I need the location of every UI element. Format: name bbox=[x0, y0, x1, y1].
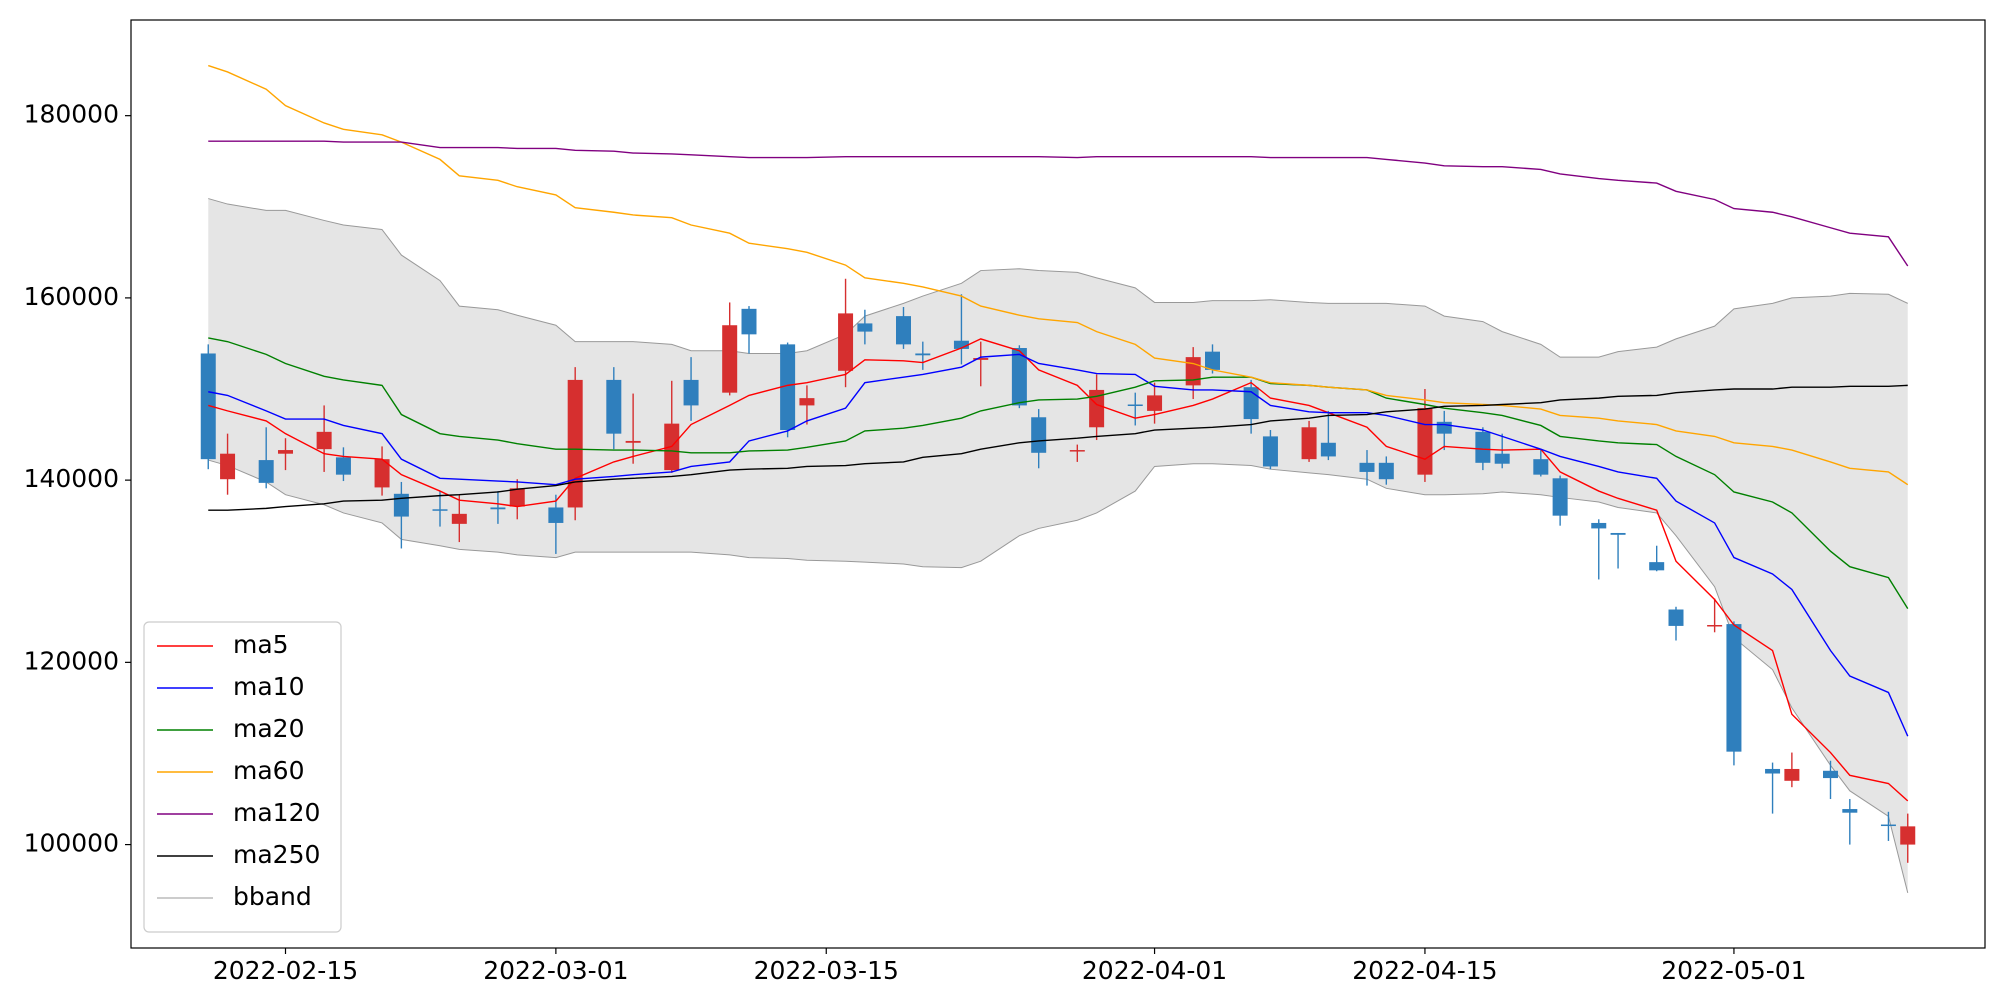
y-tick-label: 100000 bbox=[24, 829, 119, 858]
ma-line bbox=[208, 64, 1909, 486]
candle-body bbox=[1649, 562, 1665, 571]
ma-line bbox=[208, 337, 1909, 609]
candle-body bbox=[1147, 395, 1163, 411]
legend-label: ma120 bbox=[233, 798, 320, 827]
candle-body bbox=[335, 457, 351, 475]
x-tick-label: 2022-05-01 bbox=[1661, 956, 1806, 985]
candle-body bbox=[1205, 351, 1220, 370]
candle-body bbox=[200, 353, 216, 460]
candle-body bbox=[1378, 462, 1394, 480]
candle-body bbox=[1610, 532, 1626, 535]
candle-body bbox=[1301, 427, 1317, 460]
candle-body bbox=[1011, 348, 1027, 406]
candle-body bbox=[1726, 624, 1742, 752]
candle-body bbox=[741, 308, 757, 335]
candle-body bbox=[316, 431, 332, 450]
candle-body bbox=[896, 316, 911, 345]
candle-body bbox=[606, 379, 622, 434]
x-tick-label: 2022-02-15 bbox=[213, 956, 358, 985]
candle-body bbox=[1494, 453, 1510, 464]
candle-body bbox=[1591, 522, 1607, 529]
plot-layer bbox=[200, 64, 1916, 894]
candle-body bbox=[1668, 609, 1684, 626]
candle-body bbox=[915, 353, 931, 356]
axes-frame bbox=[130, 19, 1986, 949]
candle-body bbox=[451, 513, 467, 524]
legend-box bbox=[143, 621, 342, 933]
candle-body bbox=[490, 507, 506, 510]
candle-body bbox=[683, 379, 699, 406]
candle-body bbox=[1842, 809, 1858, 813]
candle-body bbox=[548, 507, 564, 523]
candle-body bbox=[973, 358, 989, 360]
candle-body bbox=[1127, 404, 1143, 407]
candle-body bbox=[1533, 459, 1549, 475]
legend-label: ma5 bbox=[233, 630, 289, 659]
candle-body bbox=[722, 325, 738, 393]
candle-body bbox=[1552, 478, 1568, 516]
y-tick-label: 140000 bbox=[24, 464, 119, 493]
candle-body bbox=[1765, 768, 1781, 774]
x-tick-label: 2022-03-15 bbox=[754, 956, 899, 985]
x-tick-label: 2022-04-15 bbox=[1352, 956, 1497, 985]
legend-label: bband bbox=[233, 882, 312, 911]
candle-body bbox=[1089, 389, 1105, 428]
candle-body bbox=[1900, 826, 1916, 845]
candle-body bbox=[625, 440, 641, 443]
y-tick-label: 120000 bbox=[24, 646, 119, 675]
candle-body bbox=[258, 460, 274, 483]
legend-label: ma10 bbox=[233, 672, 304, 701]
candle-body bbox=[1031, 417, 1047, 453]
candle-body bbox=[220, 453, 236, 480]
candle-body bbox=[838, 313, 854, 371]
ma-line bbox=[208, 384, 1908, 511]
legend-label: ma60 bbox=[233, 756, 304, 785]
candle-body bbox=[509, 488, 525, 507]
candle-body bbox=[1185, 357, 1201, 386]
candle-body bbox=[432, 509, 448, 511]
candle-body bbox=[1784, 768, 1800, 781]
candle-body bbox=[857, 323, 873, 332]
band-area bbox=[208, 198, 1908, 893]
candle-body bbox=[374, 459, 390, 488]
band-upper bbox=[208, 198, 1908, 358]
ma-line bbox=[208, 140, 1909, 267]
legend-label: ma20 bbox=[233, 714, 304, 743]
candle-body bbox=[1707, 624, 1723, 627]
candle-body bbox=[1436, 421, 1452, 434]
candle-body bbox=[278, 450, 293, 454]
ma-line bbox=[208, 338, 1909, 802]
candle-body bbox=[567, 379, 583, 508]
candle-body bbox=[1475, 431, 1491, 463]
candle-body bbox=[1417, 408, 1433, 475]
x-tick-label: 2022-04-01 bbox=[1082, 956, 1227, 985]
candle-body bbox=[1320, 442, 1336, 457]
candle-body bbox=[1823, 770, 1838, 779]
candle-body bbox=[1359, 462, 1375, 472]
x-tick-label: 2022-03-01 bbox=[483, 956, 628, 985]
candle-body bbox=[1069, 450, 1085, 452]
band-lower bbox=[208, 459, 1909, 894]
legend-label: ma250 bbox=[233, 840, 320, 869]
candle-body bbox=[799, 398, 815, 406]
candle-body bbox=[780, 344, 796, 431]
y-tick-label: 160000 bbox=[24, 282, 119, 311]
candle-body bbox=[1262, 436, 1278, 467]
y-tick-label: 180000 bbox=[24, 100, 119, 129]
ma-line bbox=[208, 353, 1909, 737]
candle-body bbox=[953, 340, 969, 349]
candle-body bbox=[1880, 824, 1896, 827]
candle-body bbox=[393, 493, 409, 517]
